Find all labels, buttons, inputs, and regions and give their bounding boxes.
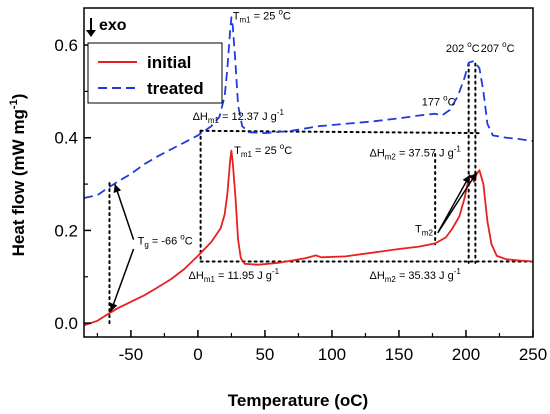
annotation-dhm1_top: ΔHm1 = 12.37 J g-1 bbox=[193, 108, 285, 125]
tg-arrow-initial-head bbox=[109, 302, 118, 312]
x-tick-label: 0 bbox=[193, 345, 202, 364]
x-tick-label: 100 bbox=[318, 345, 346, 364]
series-line-treated bbox=[83, 16, 534, 199]
annotation-dhm1_bot: ΔHm1 = 11.95 J g-1 bbox=[189, 267, 280, 284]
series-layer bbox=[83, 16, 534, 327]
x-tick-label: 150 bbox=[385, 345, 413, 364]
y-tick-label: 0.6 bbox=[54, 36, 78, 55]
legend-box bbox=[87, 42, 223, 104]
annotation-t177: 177 oC bbox=[422, 93, 456, 108]
tm2-arrow-b bbox=[437, 172, 478, 234]
annotation-tg: Tg = -66 oC bbox=[138, 232, 193, 249]
y-tick-label: 0.0 bbox=[54, 314, 78, 333]
tg-arrow-treated bbox=[114, 183, 135, 240]
tm2-arrow-a-head bbox=[462, 174, 471, 184]
annotation-arrows bbox=[109, 172, 478, 312]
series-line-initial bbox=[83, 149, 534, 327]
down-arrow-icon bbox=[86, 30, 96, 37]
guide-lines bbox=[108, 62, 534, 325]
x-axis-title: Temperature (oC) bbox=[228, 391, 368, 410]
exo-label: exo bbox=[99, 17, 127, 34]
annotation-t207: 207 oC bbox=[481, 40, 515, 55]
tg-arrow-treated-head bbox=[113, 184, 122, 193]
tg-arrow-initial bbox=[110, 248, 135, 312]
legend: initial treated bbox=[87, 42, 223, 104]
annotation-tm2: Tm2 bbox=[415, 224, 433, 238]
y-tick-label: 0.2 bbox=[54, 221, 78, 240]
legend-label-treated: treated bbox=[147, 79, 204, 98]
annotation-t202: 202 oC bbox=[446, 40, 480, 55]
annotation-tm1_mid: Tm1 = 25 oC bbox=[234, 142, 292, 159]
exo-indicator: exo bbox=[86, 17, 127, 37]
x-tick-label: 200 bbox=[452, 345, 480, 364]
x-tick-label: 250 bbox=[519, 345, 547, 364]
y-axis-title: Heat flow (mW mg-1) bbox=[8, 94, 28, 257]
annotation-labels: Tm1 = 25 oC Tm1 = 25 oC ΔHm1 = 12.37 J g-1… bbox=[138, 8, 515, 284]
y-tick-label: 0.4 bbox=[54, 129, 78, 148]
tm2-arrow-b-head bbox=[469, 172, 477, 182]
legend-label-initial: initial bbox=[147, 53, 191, 72]
annotation-dhm2_top: ΔHm2 = 37.57 J g-1 bbox=[369, 144, 461, 161]
x-tick-label: 50 bbox=[255, 345, 274, 364]
annotation-dhm2_bot: ΔHm2 = 35.33 J g-1 bbox=[369, 267, 461, 284]
plot-frame bbox=[83, 7, 534, 338]
axis-ticks: -50 0 50 100 150 200 250 0.0 0.2 0.4 0.6 bbox=[54, 36, 547, 364]
annotation-tm1_top: Tm1 = 25 oC bbox=[233, 8, 291, 25]
x-tick-label: -50 bbox=[119, 345, 144, 364]
treated-baseline bbox=[199, 129, 484, 135]
